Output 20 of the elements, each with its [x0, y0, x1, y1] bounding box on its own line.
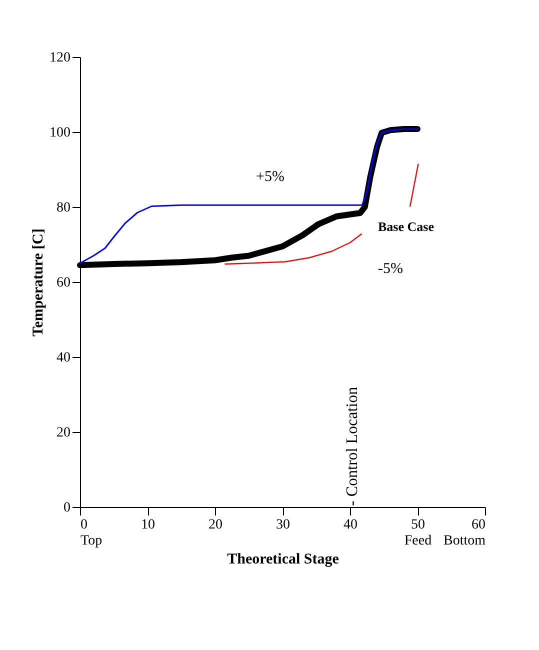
x-tick-label: 50 Feed	[404, 518, 432, 548]
y-tick-label: 120	[50, 50, 70, 66]
y-tick-label: 40	[56, 350, 70, 366]
x-tick-label: 40	[344, 518, 358, 532]
x-tick-label: 20	[208, 518, 222, 532]
x-tick-label: 60 Bottom	[443, 518, 486, 548]
y-tick-label: 100	[50, 126, 70, 140]
y-tick-label: 20	[56, 426, 70, 440]
y-axis-title: Temperature [C]	[30, 228, 46, 336]
y-tick-label: 0	[64, 500, 70, 516]
annotation: - Control Location	[344, 386, 361, 506]
y-tick-label: 60	[56, 276, 70, 290]
x-tick-label: 0 Top	[80, 518, 102, 548]
x-axis-title: Theoretical Stage	[227, 552, 340, 568]
annotation: -5%	[378, 261, 403, 277]
annotation: +5%	[256, 169, 284, 185]
x-tick-label: 10	[141, 518, 155, 532]
x-tick-label: 30	[276, 518, 290, 532]
annotation: Base Case	[378, 219, 434, 234]
y-tick-label: 80	[56, 200, 70, 216]
